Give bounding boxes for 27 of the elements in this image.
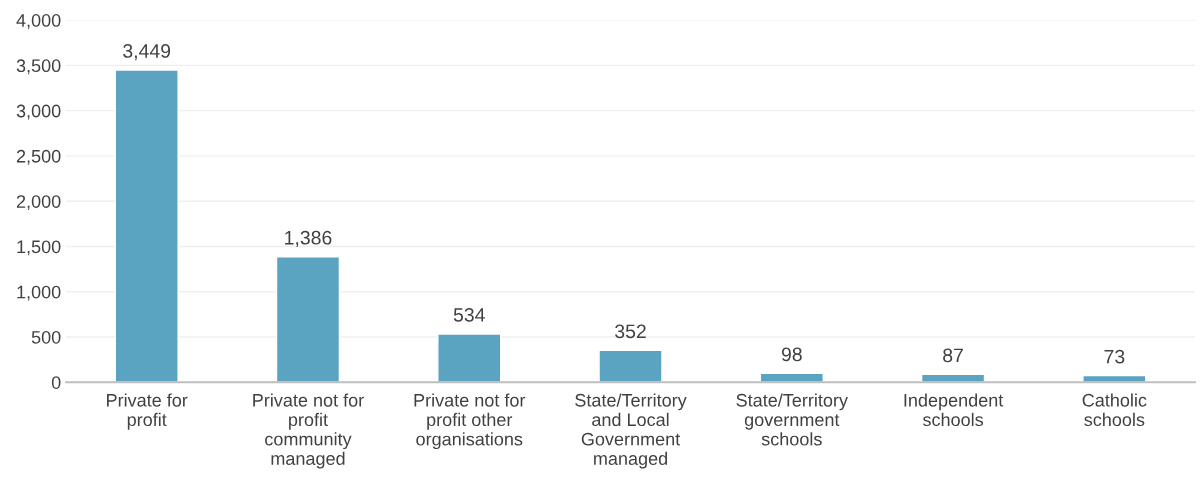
x-tick-label: Private for profit (107, 393, 188, 430)
bar (437, 333, 502, 383)
y-tick-label: 500 (31, 330, 61, 344)
x-tick-label: Catholic schools (1082, 393, 1147, 427)
y-tick-label: 3,000 (16, 104, 61, 120)
y-tick-label: 2,500 (16, 149, 61, 165)
x-tick-label: Independent schools (904, 393, 1004, 427)
data-label: 73 (1104, 349, 1125, 364)
data-label: 87 (943, 348, 963, 363)
data-label: 1,386 (285, 230, 332, 247)
y-tick-label: 4,000 (16, 14, 61, 29)
data-label: 534 (453, 307, 485, 322)
bar (598, 349, 663, 383)
y-tick-label: 0 (51, 376, 61, 389)
y-tick-label: 1,000 (17, 285, 61, 301)
y-tick-label: 3,500 (16, 59, 61, 75)
data-label: 3,449 (123, 44, 171, 61)
x-tick-label: Private not for profit community managed (253, 393, 364, 469)
y-tick-label: 1,500 (17, 240, 61, 256)
data-label: 98 (781, 347, 802, 362)
x-tick-label: State/Territory and Local Government managed (575, 393, 687, 469)
data-label: 352 (615, 324, 646, 339)
x-tick-label: Private not for profit other organisations (414, 393, 526, 450)
bar (114, 69, 179, 383)
y-tick-label: 2,000 (16, 195, 61, 211)
x-tick-label: State/Territory government schools (736, 393, 848, 446)
bar (275, 256, 341, 383)
